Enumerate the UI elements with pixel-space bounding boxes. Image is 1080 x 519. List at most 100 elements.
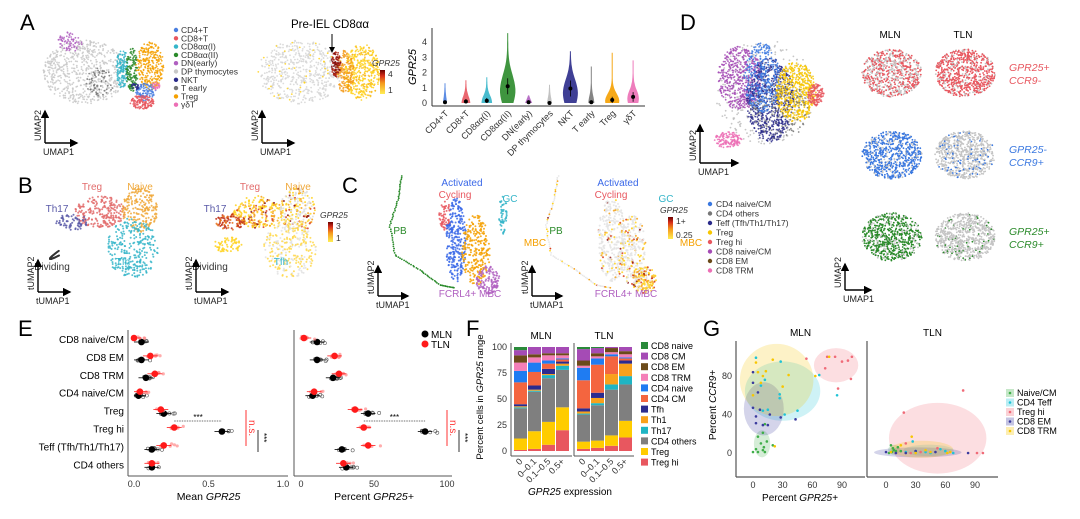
violin-shape	[605, 52, 620, 103]
cell-point	[81, 94, 84, 97]
cell-point	[149, 42, 152, 45]
cell-point	[329, 61, 332, 64]
cell-point	[156, 54, 159, 57]
cell-point	[350, 92, 352, 94]
cell-point	[53, 62, 56, 64]
cell-point	[348, 71, 351, 74]
a2-colorbar-title: GPR25	[372, 58, 400, 68]
cell-point	[282, 249, 284, 252]
cell-point	[73, 54, 76, 56]
cell-point	[148, 94, 151, 97]
cell-point	[294, 193, 297, 196]
cell-point	[445, 235, 448, 238]
cell-point	[295, 69, 297, 72]
cell-point	[303, 228, 306, 231]
cell-point	[81, 73, 84, 76]
cell-point	[259, 205, 262, 208]
cell-point	[262, 85, 264, 88]
cell-point	[334, 66, 337, 68]
cell-point	[149, 229, 152, 232]
cell-point	[358, 88, 361, 91]
cell-point	[296, 200, 299, 203]
cell-point	[238, 209, 241, 212]
cell-point	[112, 214, 115, 217]
cell-point	[318, 43, 321, 46]
cell-point	[120, 203, 123, 206]
cell-point	[461, 222, 464, 225]
umap-a2-axis-x-label: UMAP1	[260, 147, 291, 157]
cell-point	[149, 243, 152, 246]
cell-point	[144, 63, 147, 66]
cell-point	[368, 46, 370, 49]
cell-point	[85, 54, 87, 57]
cell-point	[145, 100, 147, 103]
cell-point	[336, 53, 339, 56]
cell-point	[106, 197, 109, 200]
cell-point	[400, 176, 403, 179]
cell-point	[55, 80, 58, 82]
cell-point	[73, 95, 75, 97]
cell-point	[295, 262, 298, 264]
cell-point	[270, 88, 273, 91]
cell-point	[122, 82, 125, 85]
panel-label-d: D	[680, 10, 696, 35]
cell-point	[118, 203, 120, 206]
cell-point	[52, 58, 55, 61]
cell-point	[72, 40, 75, 42]
cell-point	[90, 84, 93, 87]
cell-point	[396, 200, 398, 203]
cell-point	[281, 211, 284, 214]
cell-point	[145, 47, 148, 49]
cell-point	[290, 247, 293, 250]
cell-point	[141, 208, 144, 211]
cell-point	[253, 219, 256, 221]
cell-point	[113, 206, 116, 209]
cell-point	[264, 213, 267, 216]
cell-point	[243, 217, 245, 220]
cell-point	[300, 265, 303, 268]
cell-point	[44, 64, 47, 67]
cell-point	[309, 57, 311, 60]
cell-point	[126, 80, 128, 83]
cell-point	[279, 97, 281, 100]
cell-point	[59, 35, 62, 38]
cell-point	[140, 66, 142, 68]
cell-point	[86, 43, 88, 46]
cell-point	[96, 222, 99, 225]
cell-point	[311, 96, 314, 99]
cell-point	[273, 79, 275, 82]
cell-point	[105, 88, 108, 91]
cell-point	[254, 226, 256, 229]
cell-point	[144, 267, 147, 270]
cell-point	[354, 88, 357, 91]
cell-point	[113, 219, 116, 222]
cell-point	[324, 67, 326, 70]
cell-point	[371, 70, 374, 73]
cell-point	[310, 244, 313, 247]
cell-point	[316, 79, 318, 81]
cell-point	[304, 201, 307, 204]
cell-point	[312, 79, 314, 82]
cell-point	[306, 236, 308, 239]
cell-point	[83, 95, 86, 98]
cell-point	[225, 243, 228, 246]
cell-point	[73, 58, 75, 60]
cell-point	[296, 227, 299, 230]
cell-point	[74, 100, 77, 103]
cell-point	[258, 221, 261, 224]
cell-point	[284, 208, 287, 211]
cell-point	[285, 77, 287, 79]
cell-point	[149, 246, 152, 249]
cell-point	[227, 224, 230, 227]
cell-point	[345, 66, 348, 68]
cell-point	[443, 210, 446, 213]
cell-point	[147, 267, 150, 270]
cell-point	[141, 268, 144, 271]
cell-point	[68, 82, 71, 85]
cell-point	[69, 40, 71, 43]
cell-point	[119, 60, 121, 63]
cell-point	[139, 236, 142, 239]
cell-point	[151, 71, 154, 73]
cell-point	[129, 75, 131, 77]
cell-point	[391, 239, 394, 241]
